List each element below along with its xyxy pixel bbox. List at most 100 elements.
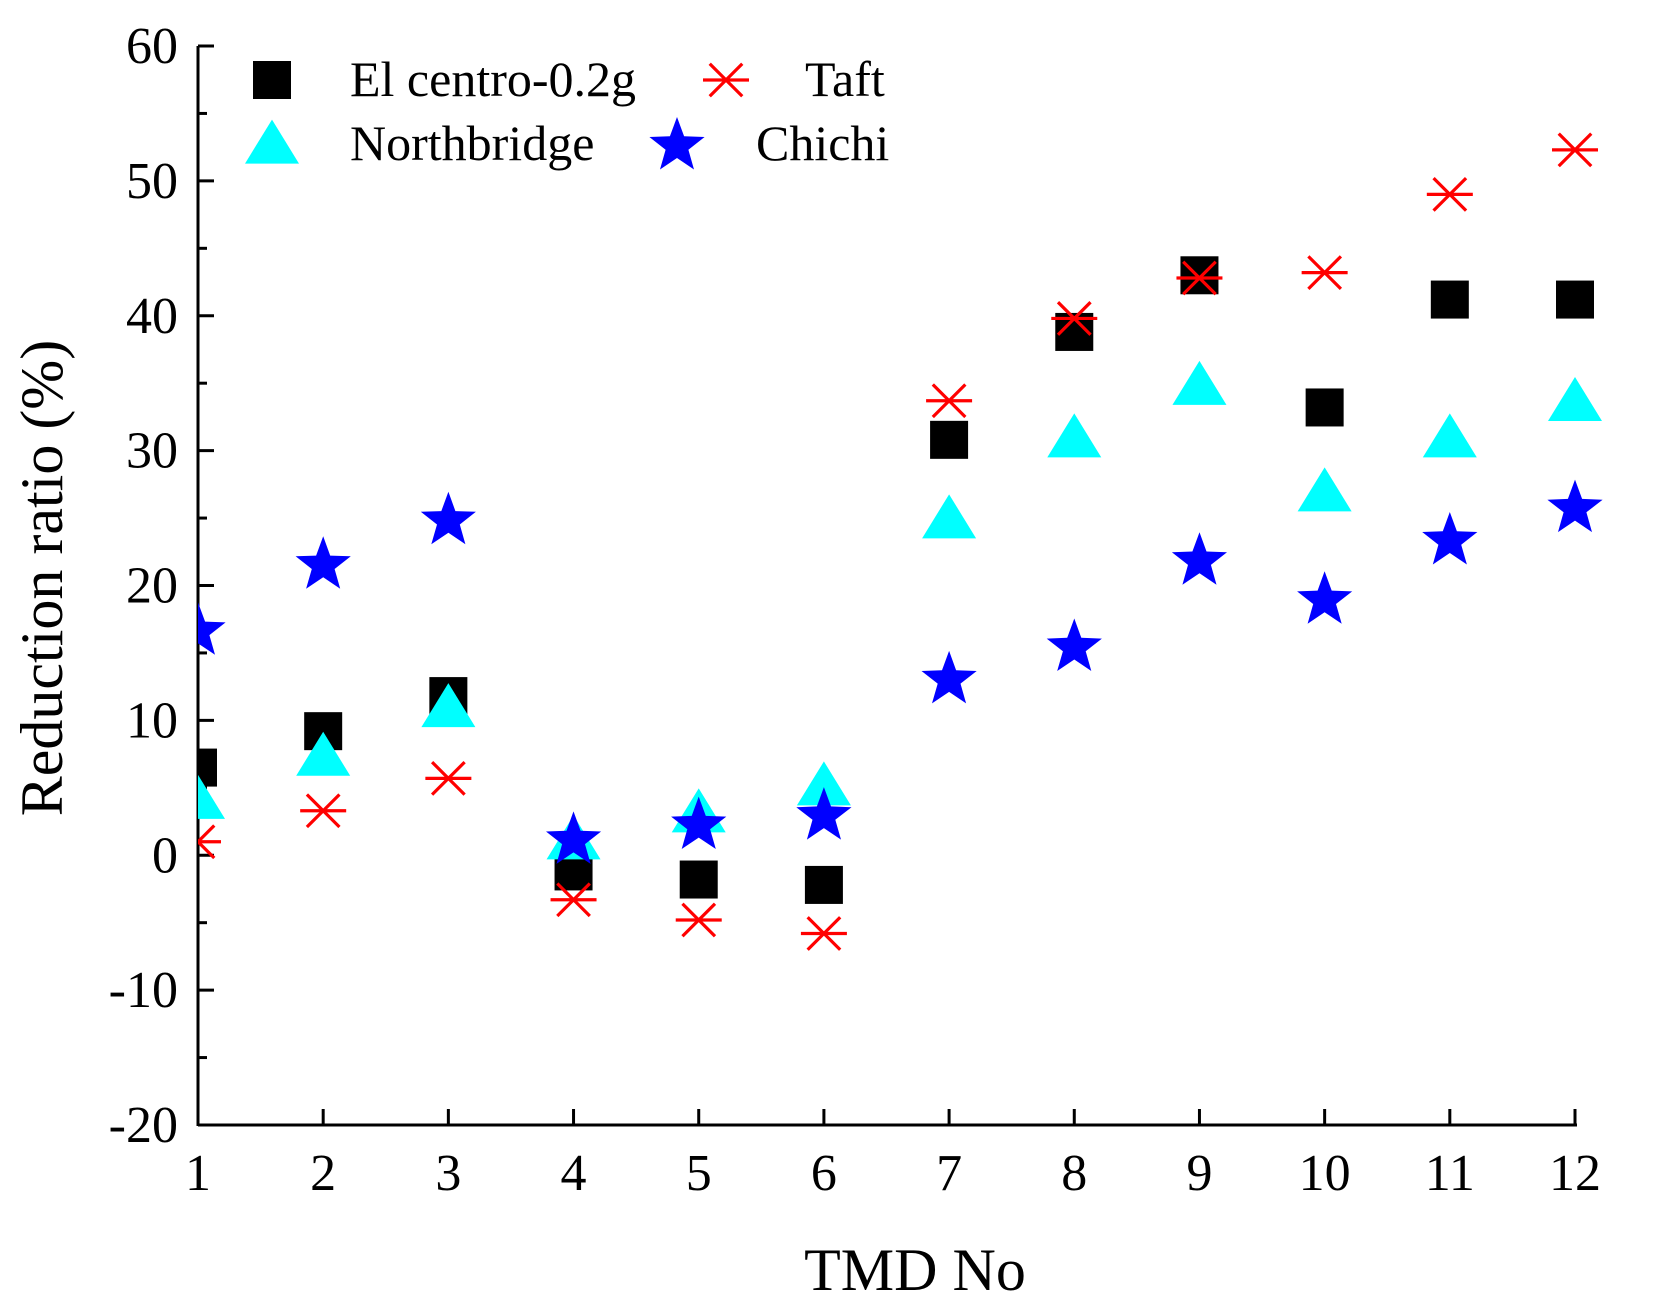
data-point (300, 793, 347, 829)
x-tick-label: 3 (435, 1145, 461, 1202)
y-tick-label: -10 (109, 962, 178, 1019)
y-axis-title: Reduction ratio (%) (9, 340, 75, 817)
data-point (1430, 280, 1469, 319)
y-tick-label: 50 (126, 153, 178, 210)
y-tick-label: 10 (126, 692, 178, 749)
data-point (420, 491, 476, 545)
legend-marker (703, 62, 749, 98)
y-tick-label: 0 (152, 827, 178, 884)
data-point (921, 650, 977, 704)
legend-marker (649, 117, 705, 170)
data-point (1051, 301, 1098, 336)
data-point (679, 860, 718, 899)
asterisk-stroke (198, 824, 216, 845)
data-point (198, 824, 221, 860)
data-point (1552, 132, 1598, 168)
legend-label: Chichi (756, 115, 889, 171)
x-tick-label: 11 (1425, 1145, 1475, 1202)
legend-marker (245, 119, 299, 164)
data-point (675, 902, 722, 938)
x-tick-label: 5 (686, 1145, 712, 1202)
data-point (421, 683, 476, 728)
legend-entry: Chichi (649, 115, 889, 171)
y-tick-label: 20 (126, 558, 178, 615)
data-point (796, 761, 851, 806)
data-point (1171, 532, 1227, 585)
data-point (1548, 377, 1602, 422)
asterisk-stroke (305, 793, 341, 829)
asterisk-stroke (681, 902, 717, 938)
legend-entry: El centro-0.2g (253, 51, 636, 107)
x-tick-label: 8 (1061, 1145, 1087, 1202)
legend-entry: Northbridge (245, 115, 594, 171)
data-point (1180, 256, 1219, 295)
x-tick-label: 2 (310, 1145, 336, 1202)
data-point (546, 811, 602, 864)
legend: El centro-0.2g Taft Northbridge Chichi (245, 51, 889, 171)
data-point (671, 796, 727, 849)
x-tick-label: 7 (936, 1145, 962, 1202)
data-point (1046, 618, 1102, 671)
asterisk-stroke (806, 916, 842, 951)
asterisk-stroke (1557, 132, 1593, 168)
x-tick-label: 12 (1549, 1145, 1601, 1202)
y-tick-label: 60 (126, 18, 178, 75)
data-point (198, 602, 226, 655)
y-tick-label: 40 (126, 288, 178, 345)
series-chichi (198, 479, 1603, 864)
legend-label: Taft (805, 51, 885, 107)
asterisk-stroke (1182, 260, 1217, 296)
asterisk-stroke (556, 882, 591, 918)
data-point (296, 731, 351, 776)
series-el-centro-0-2g (198, 256, 1594, 904)
x-tick-label: 6 (811, 1145, 837, 1202)
data-point (1422, 413, 1477, 458)
data-point (1172, 360, 1227, 405)
data-point (800, 916, 847, 951)
data-point (425, 760, 472, 796)
data-point (198, 748, 217, 787)
data-point (1547, 479, 1603, 533)
data-point (1301, 255, 1348, 290)
data-point (922, 494, 977, 539)
legend-entry: Taft (703, 51, 885, 107)
data-point (198, 774, 225, 819)
data-point (1556, 280, 1594, 319)
y-tick-label: -20 (109, 1097, 178, 1154)
legend-label: Northbridge (350, 115, 594, 171)
x-tick-label: 1 (185, 1145, 211, 1202)
series-northbridge (198, 360, 1602, 860)
data-point (1047, 413, 1102, 458)
data-point (1297, 571, 1353, 624)
data-point (1305, 388, 1344, 427)
x-tick-label: 9 (1186, 1145, 1212, 1202)
data-point (1426, 176, 1473, 212)
data-point (1176, 260, 1223, 296)
data-point (930, 420, 969, 459)
asterisk-stroke (1307, 255, 1343, 290)
x-axis-title: TMD No (804, 1237, 1026, 1299)
asterisk-stroke (198, 839, 216, 860)
data-point (926, 383, 973, 419)
data-point (796, 787, 852, 840)
data-point (804, 865, 843, 904)
data-points (198, 132, 1603, 951)
asterisk-stroke (430, 760, 466, 796)
y-tick-label: 30 (126, 423, 178, 480)
asterisk-stroke (931, 383, 967, 419)
asterisk-stroke (1056, 301, 1092, 336)
data-point (295, 536, 351, 589)
legend-marker (253, 61, 291, 99)
series-taft (198, 132, 1598, 951)
x-tick-label: 4 (561, 1145, 587, 1202)
asterisk-stroke (708, 62, 744, 98)
data-point (1422, 512, 1478, 565)
data-point (550, 882, 597, 918)
x-tick-label: 10 (1299, 1145, 1351, 1202)
asterisk-stroke (1432, 176, 1468, 212)
data-point (1297, 467, 1352, 512)
legend-label: El centro-0.2g (350, 51, 636, 107)
